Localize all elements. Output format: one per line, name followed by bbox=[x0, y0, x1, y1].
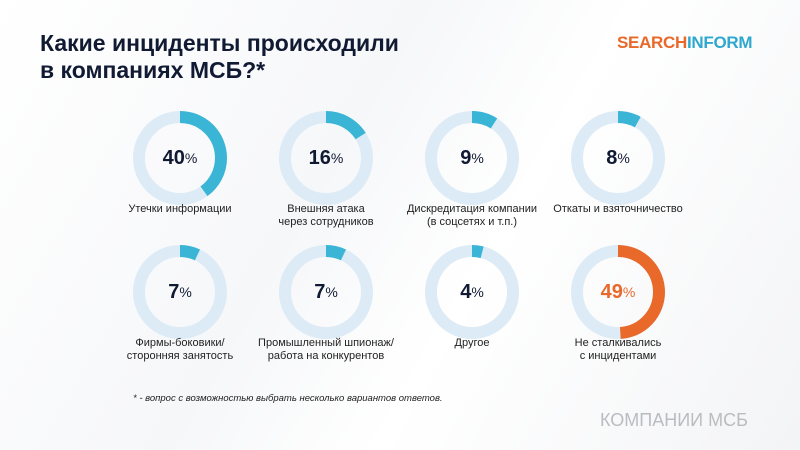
donut-value: 7% bbox=[125, 237, 235, 347]
donut-value: 7% bbox=[271, 237, 381, 347]
value-number: 40 bbox=[162, 146, 185, 169]
donut-value: 8% bbox=[563, 103, 673, 213]
label-line-1: Не сталкивались bbox=[574, 337, 662, 349]
value-number: 7 bbox=[168, 280, 180, 303]
label-line-2: работа на конкурентов bbox=[267, 350, 385, 362]
title-line-2: в компаниях МСБ?* bbox=[40, 57, 266, 83]
donut-label: Дискредитация компании (в соцсетях и т.п.… bbox=[382, 203, 562, 229]
value-unit: % bbox=[471, 284, 484, 300]
donut-value: 49% bbox=[563, 237, 673, 347]
value-number: 7 bbox=[314, 280, 326, 303]
label-line-1: Промышленный шпионаж/ bbox=[258, 337, 394, 349]
logo-part-2: INFORM bbox=[687, 33, 753, 52]
donut-segment bbox=[425, 245, 519, 339]
value-number: 16 bbox=[308, 146, 331, 169]
donut-6: 4% bbox=[417, 237, 527, 347]
page-title: Какие инциденты происходили в компаниях … bbox=[40, 30, 399, 84]
label-line-1: Утечки информации bbox=[128, 203, 232, 215]
label-line-1: Внешняя атака bbox=[287, 203, 365, 215]
value-unit: % bbox=[179, 284, 192, 300]
donut-value: 9% bbox=[417, 103, 527, 213]
value-number: 8 bbox=[606, 146, 618, 169]
donut-segment bbox=[133, 245, 227, 339]
label-line-2: (в соцсетях и т.п.) bbox=[426, 216, 518, 228]
label-line-2: сторонняя занятость bbox=[126, 350, 234, 362]
searchinform-logo: SEARCHINFORM bbox=[617, 33, 753, 53]
donut-label: Не сталкивались с инцидентами bbox=[528, 337, 708, 363]
value-unit: % bbox=[622, 284, 636, 300]
donut-value: 40% bbox=[125, 103, 235, 213]
logo-part-1: SEARCH bbox=[617, 33, 687, 52]
donut-7: 49% bbox=[563, 237, 673, 347]
donut-segment bbox=[571, 111, 665, 205]
value-unit: % bbox=[617, 150, 630, 166]
donut-label: Утечки информации bbox=[90, 203, 270, 216]
donut-0: 40% bbox=[125, 103, 235, 213]
label-line-2: через сотрудников bbox=[278, 216, 374, 228]
donut-segment bbox=[279, 111, 373, 205]
value-number: 9 bbox=[460, 146, 472, 169]
donut-label: Откаты и взяточничество bbox=[528, 203, 708, 216]
value-unit: % bbox=[330, 150, 344, 166]
donut-label: Другое bbox=[382, 337, 562, 350]
donut-segment bbox=[133, 111, 227, 205]
title-line-1: Какие инциденты происходили bbox=[40, 30, 399, 56]
donut-label: Внешняя атака через сотрудников bbox=[236, 203, 416, 229]
value-unit: % bbox=[325, 284, 338, 300]
donut-4: 7% bbox=[125, 237, 235, 347]
donut-label: Промышленный шпионаж/работа на конкурент… bbox=[236, 337, 416, 363]
label-line-2: с инцидентами bbox=[579, 350, 657, 362]
value-unit: % bbox=[184, 150, 198, 166]
donut-value: 4% bbox=[417, 237, 527, 347]
label-line-1: Дискредитация компании bbox=[406, 203, 537, 215]
donut-segment bbox=[425, 111, 519, 205]
donut-segment bbox=[571, 245, 665, 339]
label-line-1: Фирмы-боковики/ bbox=[135, 337, 225, 349]
value-unit: % bbox=[471, 150, 484, 166]
donut-2: 9% bbox=[417, 103, 527, 213]
label-line-1: Откаты и взяточничество bbox=[553, 203, 683, 215]
value-number: 4 bbox=[460, 280, 472, 303]
donut-5: 7% bbox=[271, 237, 381, 347]
donut-segment bbox=[279, 245, 373, 339]
value-number: 49 bbox=[600, 280, 623, 303]
donut-label: Фирмы-боковики/сторонняя занятость bbox=[90, 337, 270, 363]
segment-label: КОМПАНИИ МСБ bbox=[600, 410, 748, 430]
footnote: * - вопрос с возможностью выбрать нескол… bbox=[133, 393, 443, 404]
donut-3: 8% bbox=[563, 103, 673, 213]
label-line-1: Другое bbox=[454, 337, 490, 349]
donut-value: 16% bbox=[271, 103, 381, 213]
donut-1: 16% bbox=[271, 103, 381, 213]
